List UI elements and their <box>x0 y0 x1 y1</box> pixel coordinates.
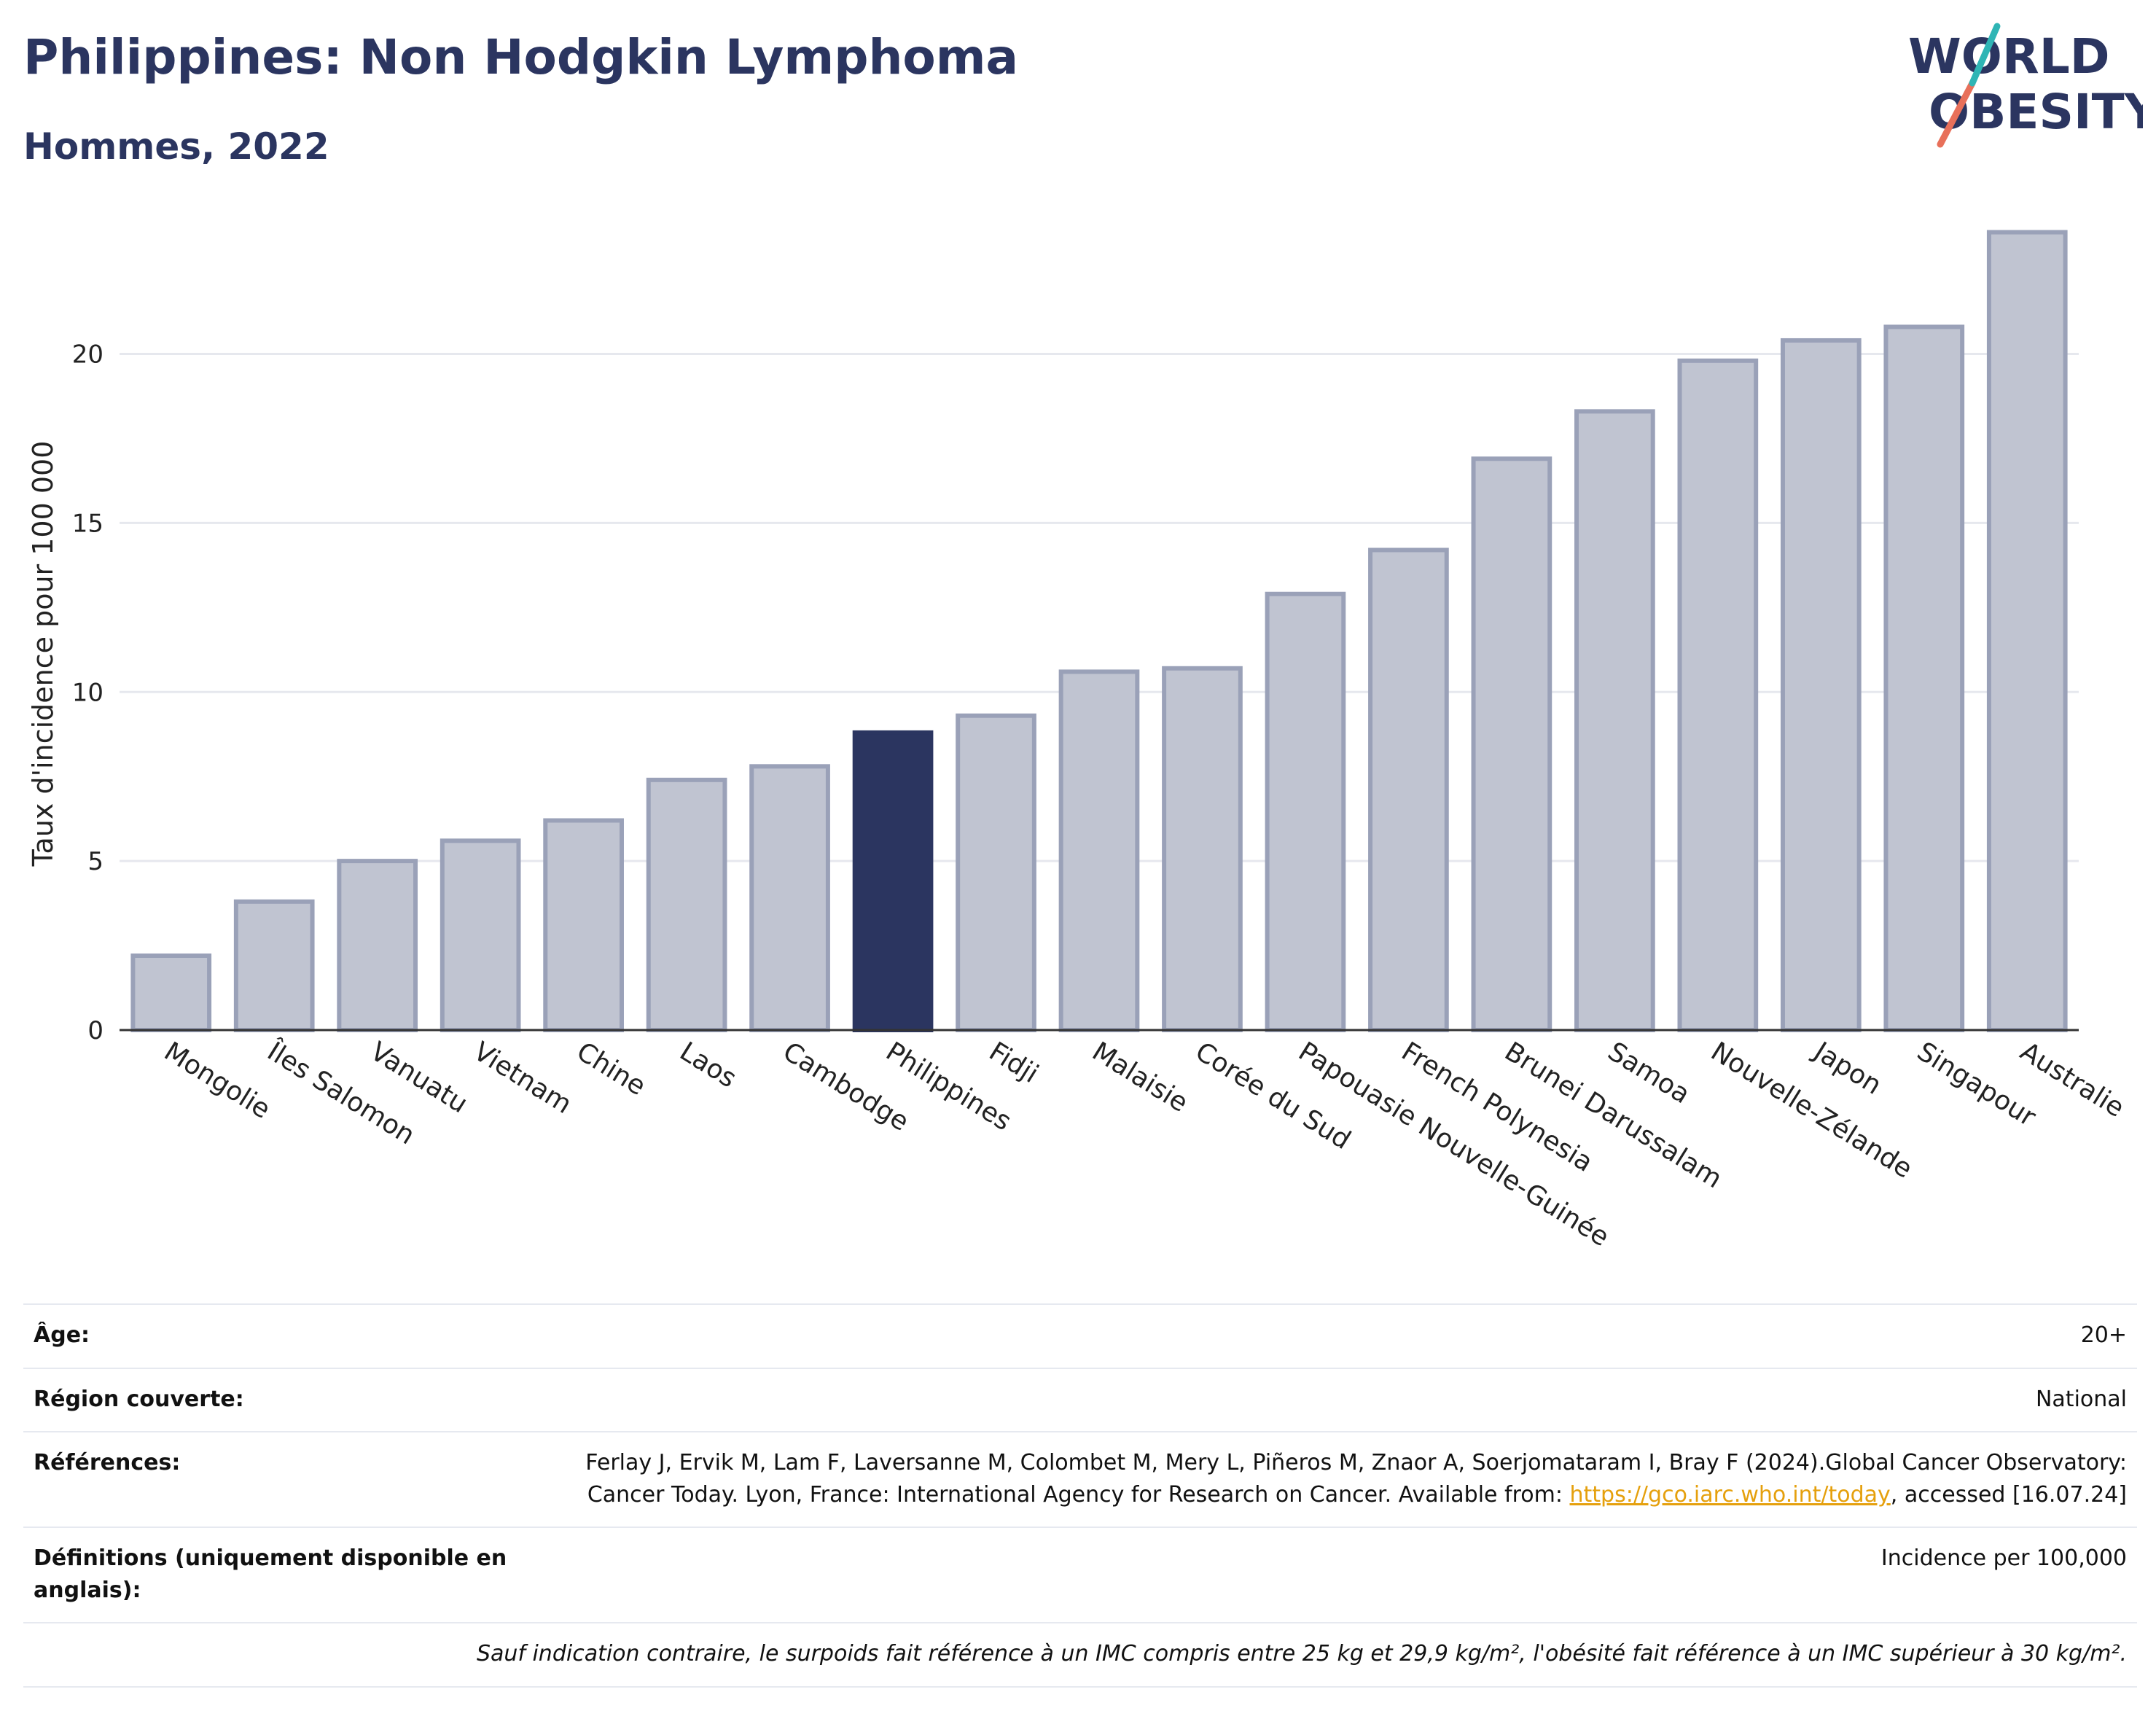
chart-title: Philippines: Non Hodgkin Lymphoma <box>23 29 1019 85</box>
x-tick-label: Malaisie <box>1087 1037 1193 1118</box>
info-row-age: Âge: 20+ <box>23 1303 2137 1368</box>
bar-brunei-darussalam <box>1471 456 1552 1032</box>
bar-vanuatu <box>337 859 418 1032</box>
bar--les-salomon <box>233 899 315 1033</box>
bar-mongolie <box>130 953 212 1032</box>
info-table: Âge: 20+ Région couverte: National Référ… <box>23 1303 2137 1688</box>
references-text: Ferlay J, Ervik M, Lam F, Laversanne M, … <box>585 1450 2127 1508</box>
bar-fidji <box>956 713 1036 1033</box>
bar-cor-e-du-sud <box>1162 666 1243 1032</box>
bar-philippines <box>852 730 934 1033</box>
references-label: Références: <box>23 1431 539 1527</box>
info-row-region: Région couverte: National <box>23 1367 2137 1432</box>
logo-slash-red <box>1937 79 1976 148</box>
y-tick-label: 15 <box>72 509 103 538</box>
bar-chart: 0 5 10 15 20 Taux d'incidence pour 100 000 Mon… <box>27 230 2129 1252</box>
info-row-references: Références: Ferlay J, Ervik M, Lam F, La… <box>23 1431 2137 1527</box>
bar-vietnam <box>440 838 521 1032</box>
bar-samoa <box>1574 409 1655 1032</box>
bar-french-polynesia <box>1368 547 1449 1033</box>
x-tick-label: Japon <box>1808 1036 1887 1101</box>
age-value: 20+ <box>539 1303 2137 1368</box>
x-tick-label: Samoa <box>1603 1037 1695 1110</box>
bar-chine <box>543 818 624 1032</box>
y-tick-label: 0 <box>87 1016 103 1045</box>
x-tick-label: Chine <box>571 1037 651 1102</box>
y-tick-label: 5 <box>87 847 103 876</box>
age-label: Âge: <box>23 1303 539 1368</box>
logo-slash-teal <box>1969 23 2001 87</box>
region-label: Région couverte: <box>23 1367 539 1432</box>
bar-japon <box>1780 338 1862 1032</box>
definitions-label: Définitions (uniquement disponible en an… <box>23 1527 539 1623</box>
bar-laos <box>646 777 727 1032</box>
references-value: Ferlay J, Ervik M, Lam F, Laversanne M, … <box>539 1431 2137 1527</box>
logo-line1: WORLD <box>1908 28 2110 85</box>
x-tick-label: Laos <box>674 1037 741 1094</box>
x-tick-label: Vietnam <box>468 1037 577 1120</box>
y-tick-label: 10 <box>72 678 103 707</box>
y-tick-label: 20 <box>72 340 103 370</box>
chart-subtitle: Hommes, 2022 <box>23 125 329 168</box>
info-row-definitions: Définitions (uniquement disponible en an… <box>23 1527 2137 1623</box>
world-obesity-logo: WORLD OBESITY <box>1908 23 2143 148</box>
bar-papouasie-nouvelle-guin-e <box>1265 591 1346 1032</box>
x-tick-label: Fidji <box>984 1037 1044 1089</box>
definitions-value: Incidence per 100,000 <box>539 1527 2137 1623</box>
bar-australie <box>1986 230 2068 1032</box>
references-accessed: , accessed [16.07.24] <box>1890 1481 2127 1508</box>
info-row-note: Sauf indication contraire, le surpoids f… <box>23 1622 2137 1688</box>
references-link[interactable]: https://gco.iarc.who.int/today <box>1569 1481 1891 1508</box>
y-axis-label: Taux d'incidence pour 100 000 <box>27 441 59 868</box>
bar-nouvelle-z-lande <box>1677 358 1759 1032</box>
region-value: National <box>539 1367 2137 1432</box>
footnote: Sauf indication contraire, le surpoids f… <box>23 1622 2137 1688</box>
bar-singapour <box>1883 324 1965 1032</box>
bar-cambodge <box>749 764 830 1033</box>
bar-malaisie <box>1058 669 1140 1032</box>
x-tick-label: Mongolie <box>159 1037 276 1125</box>
